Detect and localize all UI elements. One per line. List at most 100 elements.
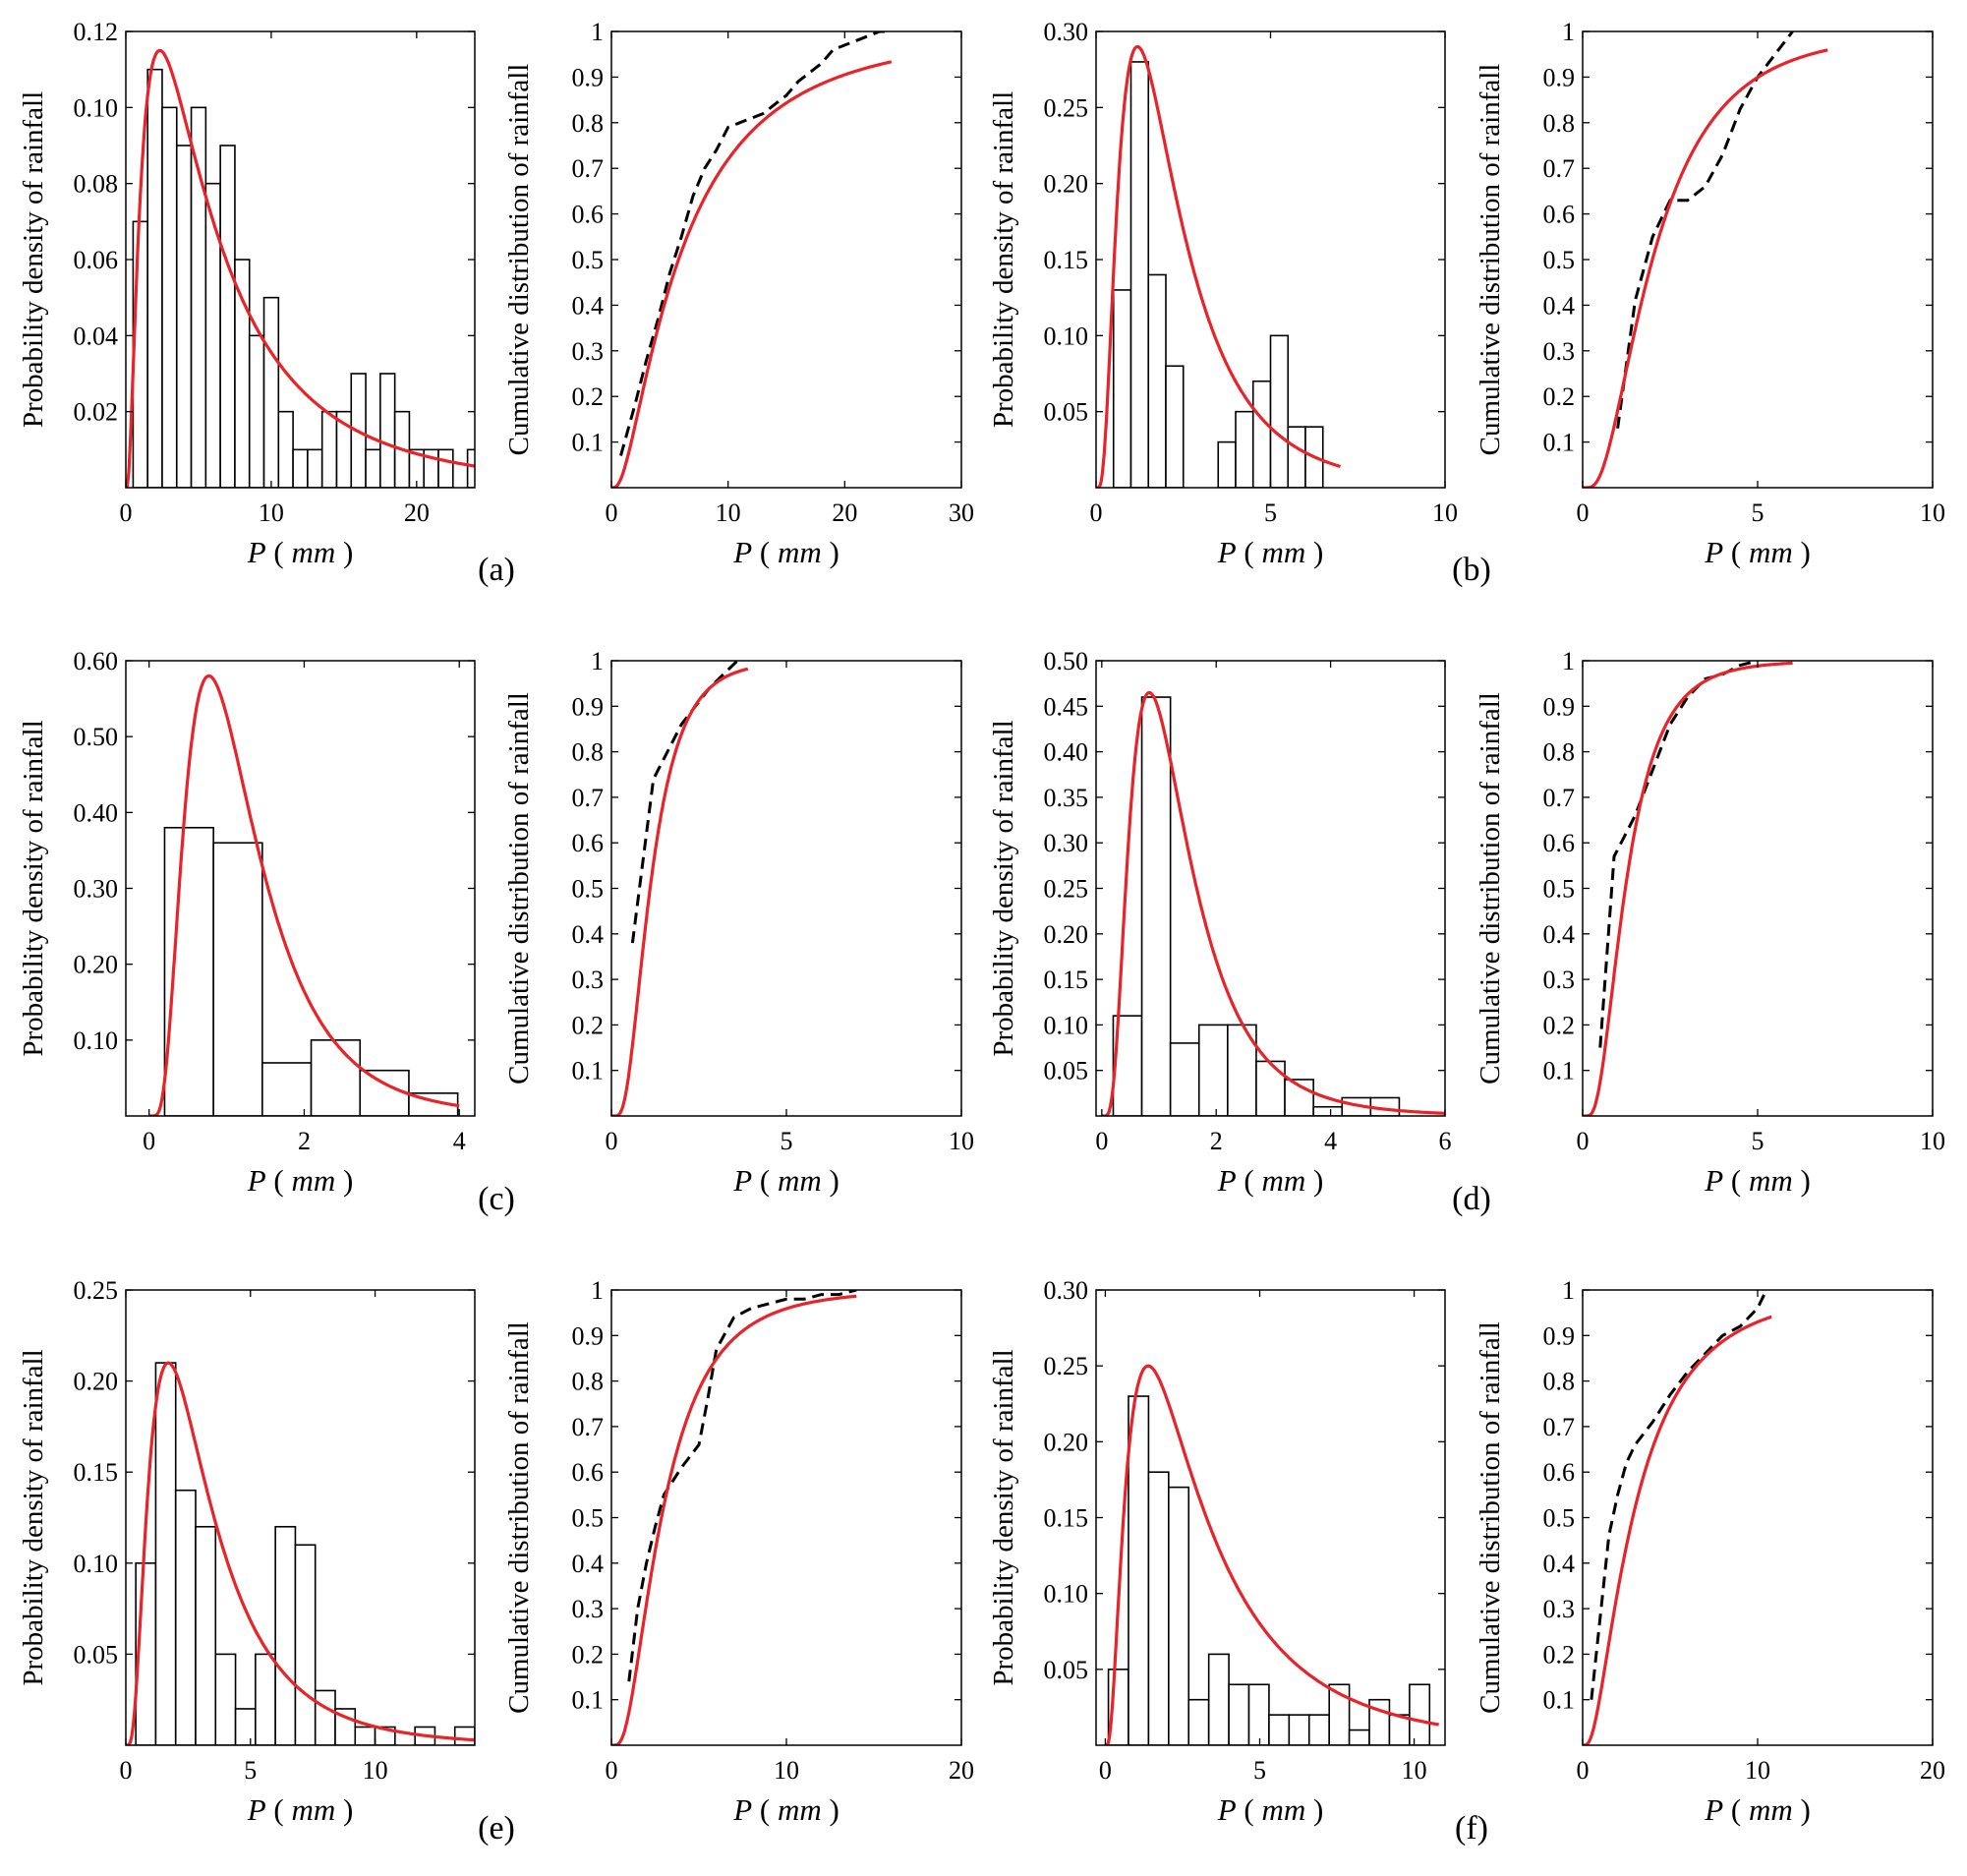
x-tick-label: 10	[949, 1127, 974, 1155]
fitted-cdf-curve	[611, 60, 893, 488]
chart-4-cdf: 0 5 10 0.1 0.2 0.3 0.4 0.5 0.6 0.7 0.8 0.9 1 P ( mm )…	[1452, 18, 1945, 588]
histogram-bar	[294, 1544, 317, 1745]
histogram-bar	[1112, 289, 1132, 488]
y-tick-label: 0.15	[74, 1458, 119, 1487]
x-tick-label: 10	[363, 1756, 388, 1785]
histogram-bar	[379, 373, 396, 488]
y-tick-label: 0.4	[572, 1550, 605, 1578]
x-tick-label: 0	[1577, 1756, 1590, 1785]
chart-5-pdf: 0 2 4 0.10 0.20 0.30 0.40 0.50 0.60 P ( mm ) Proba…	[18, 647, 476, 1198]
histogram-bar	[274, 1525, 297, 1745]
histogram-bar	[320, 410, 338, 488]
y-tick-label: 0.9	[572, 692, 605, 721]
y-tick-label: 0.08	[74, 170, 119, 199]
histogram-bar	[277, 410, 294, 488]
y-tick-label: 0.60	[74, 647, 119, 675]
x-tick-label: 20	[949, 1756, 974, 1785]
x-axis-title: P ( mm )	[1704, 1163, 1811, 1198]
plot-frame	[1582, 660, 1934, 1117]
histogram-bar	[1328, 1683, 1351, 1745]
plot-frame	[1582, 30, 1934, 489]
histogram-bar	[292, 448, 309, 488]
y-tick-label: 0.20	[74, 951, 119, 979]
y-tick-label: 0.15	[1044, 1504, 1089, 1533]
y-tick-label: 1	[1562, 1276, 1575, 1305]
y-axis-title: Cumulative distribution of rainfall	[1475, 692, 1506, 1085]
y-tick-label: 0.20	[1044, 920, 1089, 949]
fitted-cdf-curve	[1583, 48, 1828, 488]
chart-1-pdf: 0 10 20 0.02 0.04 0.06 0.08 0.10 0.12 P ( mm ) Pro…	[18, 18, 476, 569]
y-tick-label: 0.6	[572, 829, 605, 857]
plot-frame	[610, 660, 962, 1117]
y-tick-label: 0.7	[572, 1413, 605, 1441]
x-tick-label: 0	[143, 1127, 155, 1155]
x-tick-label: 0	[606, 498, 618, 527]
y-tick-label: 0.8	[572, 1368, 605, 1396]
y-tick-label: 0.1	[572, 1057, 605, 1085]
y-tick-label: 0.9	[1543, 1321, 1576, 1350]
x-tick-label: 10	[1432, 498, 1458, 527]
fitted-cdf-curve	[1583, 661, 1793, 1116]
y-axis-title: Probability density of rainfall	[988, 91, 1019, 428]
y-tick-label: 0.2	[1543, 1640, 1576, 1669]
histogram-bar	[154, 1362, 177, 1745]
histogram-bar	[453, 1726, 475, 1745]
fitted-cdf-curve	[611, 1294, 857, 1745]
y-tick-label: 0.5	[1543, 875, 1576, 904]
histogram-bar	[234, 259, 251, 488]
x-axis-title: P ( mm )	[1704, 1792, 1811, 1827]
histogram-bar	[261, 1062, 313, 1116]
histogram-bar	[204, 182, 221, 488]
y-tick-label: 0.30	[74, 875, 119, 904]
y-tick-label: 0.10	[1044, 322, 1089, 350]
x-axis-title: P ( mm )	[732, 1163, 839, 1198]
empirical-cdf-line	[619, 31, 892, 456]
y-tick-label: 0.06	[74, 246, 119, 274]
y-tick-label: 0.02	[74, 398, 119, 427]
x-tick-label: 6	[1439, 1127, 1452, 1155]
y-axis-title: Cumulative distribution of rainfall	[1475, 1321, 1506, 1714]
histogram-bar	[1251, 380, 1272, 488]
x-tick-label: 10	[774, 1756, 799, 1785]
fitted-pdf-curve	[126, 48, 475, 488]
y-tick-label: 0.3	[572, 966, 605, 994]
y-tick-label: 1	[1562, 18, 1575, 46]
y-tick-label: 1	[591, 18, 604, 46]
histogram-bar	[1197, 1024, 1229, 1116]
y-tick-label: 0.05	[1044, 1656, 1089, 1684]
empirical-cdf-line	[1590, 1290, 1768, 1700]
y-tick-label: 0.25	[1044, 875, 1089, 904]
histogram-bar	[1228, 1683, 1250, 1745]
x-tick-label: 10	[716, 498, 741, 527]
histogram-bar	[1307, 1714, 1330, 1745]
chart-6-cdf: 0 5 10 0.1 0.2 0.3 0.4 0.5 0.6 0.7 0.8 0.9 1 P ( mm )…	[478, 647, 974, 1217]
panel-label: (d)	[1452, 1181, 1491, 1217]
histogram-bar	[437, 448, 454, 488]
y-tick-label: 0.40	[1044, 738, 1089, 767]
y-axis-title: Probability density of rainfall	[18, 1349, 49, 1685]
plot-frame	[610, 30, 962, 489]
fitted-cdf-curve	[611, 667, 749, 1116]
fitted-pdf-curve	[126, 1361, 475, 1745]
y-tick-label: 0.1	[572, 1686, 605, 1715]
x-axis-title: P ( mm )	[1217, 1792, 1324, 1827]
y-tick-label: 0.10	[1044, 1580, 1089, 1609]
x-tick-label: 4	[1324, 1127, 1337, 1155]
histogram-bar	[174, 1489, 197, 1745]
y-tick-label: 0.7	[1543, 784, 1576, 812]
x-tick-label: 20	[832, 498, 857, 527]
y-tick-label: 0.05	[1044, 1057, 1089, 1085]
histogram-bar	[359, 1069, 410, 1116]
y-tick-label: 0.05	[74, 1640, 119, 1669]
histogram-bar	[1255, 1060, 1286, 1116]
y-tick-label: 0.7	[1543, 154, 1576, 183]
y-tick-label: 0.2	[1543, 1011, 1576, 1039]
y-tick-label: 0.1	[1543, 429, 1576, 457]
histogram-bar	[1217, 440, 1237, 488]
y-axis-title: Probability density of rainfall	[988, 720, 1019, 1056]
x-tick-label: 10	[1920, 498, 1945, 527]
y-tick-label: 0.10	[1044, 1011, 1089, 1039]
histogram-bar	[1140, 696, 1172, 1116]
y-axis-title: Probability density of rainfall	[18, 91, 49, 428]
